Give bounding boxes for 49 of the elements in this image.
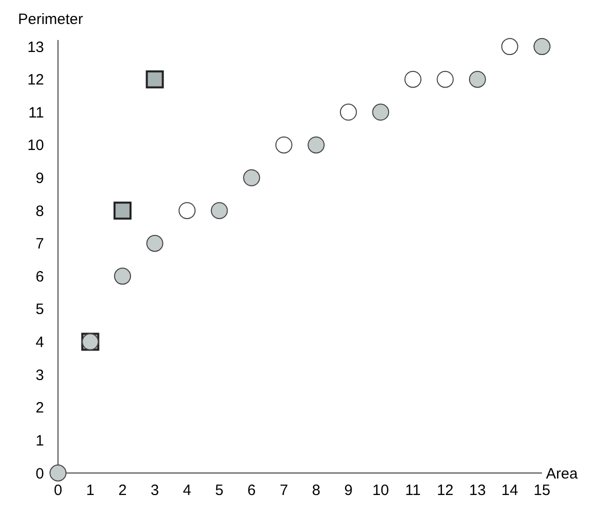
x-tick-label: 8 bbox=[312, 482, 320, 499]
x-tick-label: 1 bbox=[86, 482, 94, 499]
y-tick-label: 0 bbox=[36, 465, 44, 482]
x-tick-label: 14 bbox=[501, 482, 518, 499]
point bbox=[534, 38, 550, 56]
y-tick-label: 9 bbox=[36, 170, 44, 188]
x-tick-label: 5 bbox=[215, 482, 224, 499]
point bbox=[468, 70, 486, 88]
x-axis-title: Area bbox=[546, 465, 578, 482]
y-tick-label: 6 bbox=[36, 268, 44, 286]
point bbox=[146, 234, 164, 252]
point bbox=[404, 70, 422, 88]
point bbox=[501, 38, 518, 56]
point bbox=[146, 70, 164, 88]
x-tick-label: 10 bbox=[372, 482, 390, 499]
y-tick-label: 1 bbox=[36, 432, 44, 450]
y-tick-label: 3 bbox=[36, 366, 44, 384]
y-tick-label: 13 bbox=[27, 38, 44, 56]
point bbox=[243, 169, 260, 186]
x-tick-label: 13 bbox=[469, 482, 486, 499]
x-tick-label: 9 bbox=[344, 482, 353, 499]
x-tick-label: 4 bbox=[182, 482, 192, 499]
x-tick-label: 0 bbox=[54, 482, 62, 499]
y-tick-label: 11 bbox=[28, 104, 44, 122]
y-tick-label: 7 bbox=[36, 236, 44, 253]
point bbox=[340, 104, 357, 121]
y-tick-label: 10 bbox=[27, 137, 44, 154]
point bbox=[50, 464, 66, 482]
y-tick-label: 4 bbox=[36, 334, 44, 352]
x-tick-label: 15 bbox=[534, 482, 550, 499]
x-tick-label: 11 bbox=[405, 482, 421, 499]
y-axis-title: Perimeter bbox=[18, 11, 84, 28]
x-tick-label: 7 bbox=[280, 482, 288, 499]
point bbox=[436, 70, 454, 88]
point bbox=[372, 104, 390, 121]
x-tick-label: 6 bbox=[247, 482, 256, 499]
y-tick-label: 2 bbox=[36, 400, 44, 417]
x-tick-label: 2 bbox=[118, 482, 127, 499]
x-tick-label: 3 bbox=[150, 482, 159, 499]
point bbox=[114, 202, 132, 220]
point bbox=[210, 202, 228, 220]
x-tick-label: 12 bbox=[436, 482, 454, 499]
y-tick-label: 8 bbox=[36, 202, 44, 220]
point bbox=[308, 136, 325, 154]
y-tick-label: 12 bbox=[27, 72, 44, 89]
y-tick-label: 5 bbox=[36, 301, 44, 318]
point bbox=[178, 202, 196, 220]
point bbox=[275, 136, 292, 154]
point bbox=[114, 268, 132, 285]
